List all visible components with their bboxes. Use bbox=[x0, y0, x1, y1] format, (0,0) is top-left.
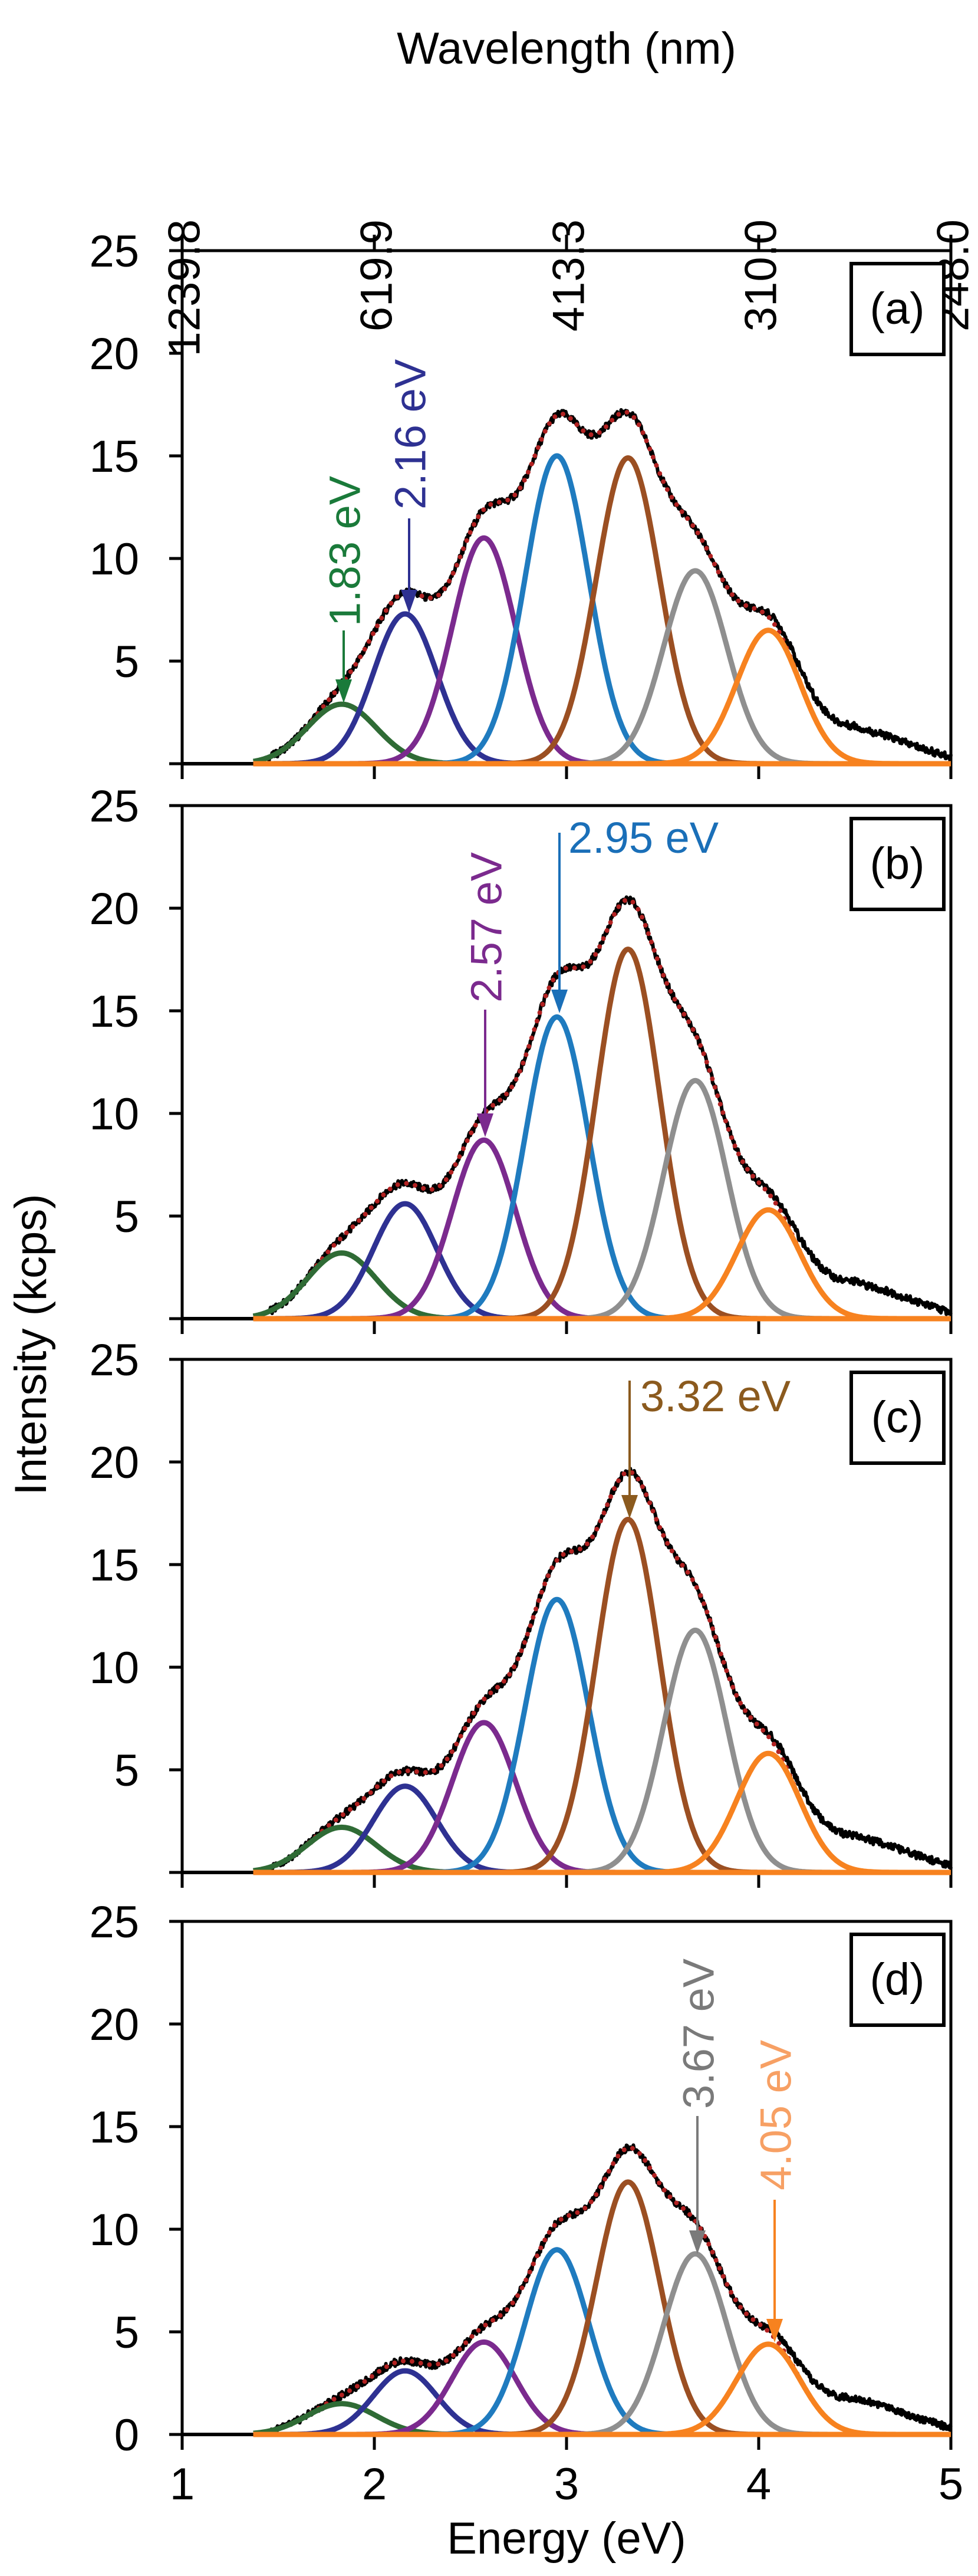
fit-curve bbox=[285, 1469, 823, 1861]
peak-annotation: 3.67 eV bbox=[674, 1958, 723, 2254]
peak-annotation: 1.83 eV bbox=[321, 475, 370, 703]
x-axis-tick-label: 3 bbox=[554, 2459, 579, 2509]
y-axis-tick-label: 0 bbox=[114, 2410, 139, 2460]
y-axis-tick-label: 25 bbox=[89, 226, 139, 277]
y-axis-tick-label: 5 bbox=[114, 1746, 139, 1796]
top-axis-title: Wavelength (nm) bbox=[397, 24, 736, 74]
panel-label: (d) bbox=[870, 1954, 925, 2005]
peak-annotation: 2.95 eV bbox=[551, 813, 719, 1013]
x-axis-title: Energy (eV) bbox=[447, 2513, 686, 2564]
panel-a: 5 10 15 20 25 (a) bbox=[89, 226, 953, 779]
arrow-head-icon bbox=[551, 990, 568, 1013]
plot-frame bbox=[180, 804, 953, 1320]
panel-b: 5 10 15 20 25 (b) bbox=[89, 781, 953, 1334]
y-axis-tick-label: 5 bbox=[114, 1192, 139, 1242]
y-axis-tick-label: 10 bbox=[89, 534, 139, 584]
x-axis-tick-label: 2 bbox=[362, 2459, 387, 2509]
y-axis-tick-label: 5 bbox=[114, 2308, 139, 2358]
arrow-head-icon bbox=[401, 590, 417, 613]
arrow-head-icon bbox=[689, 2230, 706, 2254]
peak-label: 2.16 eV bbox=[386, 359, 435, 510]
x-axis-tick-label: 4 bbox=[746, 2459, 771, 2509]
component-peak-2.16 bbox=[251, 2368, 953, 2437]
y-axis-tick-label: 20 bbox=[89, 884, 139, 934]
x-axis-tick-label: 1 bbox=[170, 2459, 195, 2509]
panel-label: (b) bbox=[870, 839, 925, 889]
peak-label: 4.05 eV bbox=[752, 2039, 801, 2190]
component-peak-2.57 bbox=[251, 1137, 953, 1322]
plot-frame bbox=[180, 1920, 953, 2436]
arrow-head-icon bbox=[335, 679, 352, 703]
component-peak-4.05 bbox=[251, 1207, 953, 1322]
y-axis-tick-label: 20 bbox=[89, 2000, 139, 2050]
peak-label: 2.57 eV bbox=[462, 852, 511, 1003]
top-axis-tick-label: 413.3 bbox=[544, 219, 594, 331]
fit-curve bbox=[285, 2145, 823, 2428]
y-axis-tick-label: 10 bbox=[89, 1089, 139, 1139]
y-axis-tick-label: 15 bbox=[89, 1540, 139, 1591]
component-peak-2.16 bbox=[251, 611, 953, 767]
top-axis-tick-label: 619.9 bbox=[352, 219, 402, 331]
y-axis-tick-label: 25 bbox=[89, 1897, 139, 1947]
y-axis-tick-label: 5 bbox=[114, 637, 139, 687]
panel-label-box bbox=[849, 1933, 946, 2027]
panel-label: (c) bbox=[871, 1392, 924, 1443]
peak-annotation: 4.05 eV bbox=[752, 2039, 801, 2342]
arrow-head-icon bbox=[766, 2319, 783, 2342]
y-axis-tick-label: 20 bbox=[89, 329, 139, 379]
panel-d: 0 5 10 15 20 25 1 2 3 4 5 (d) bbox=[89, 1897, 963, 2509]
component-peak-3.32 bbox=[251, 1516, 953, 1875]
y-axis-tick-label: 10 bbox=[89, 1643, 139, 1693]
peak-annotation: 2.16 eV bbox=[386, 359, 435, 613]
peak-label: 2.95 eV bbox=[568, 813, 719, 862]
top-axis-tick-label: 310.0 bbox=[736, 219, 786, 331]
y-axis-tick-label: 25 bbox=[89, 781, 139, 832]
y-axis-tick-label: 15 bbox=[89, 987, 139, 1037]
panel-label-box bbox=[849, 1371, 946, 1465]
y-axis-tick-label: 25 bbox=[89, 1335, 139, 1385]
fit-curve bbox=[285, 897, 823, 1302]
arrow-head-icon bbox=[477, 1113, 493, 1137]
y-axis-tick-label: 15 bbox=[89, 432, 139, 482]
panel-label-box bbox=[849, 817, 946, 911]
x-axis-tick-label: 5 bbox=[939, 2459, 963, 2509]
peak-label: 1.83 eV bbox=[321, 475, 370, 626]
peak-annotation: 3.32 eV bbox=[621, 1372, 791, 1519]
peak-label: 3.32 eV bbox=[640, 1372, 791, 1421]
panel-label: (a) bbox=[870, 284, 925, 334]
y-axis-tick-label: 15 bbox=[89, 2102, 139, 2153]
peak-label: 3.67 eV bbox=[674, 1958, 723, 2109]
panel-label-box bbox=[849, 262, 946, 356]
peak-annotation: 2.57 eV bbox=[462, 852, 511, 1137]
y-axis-title: Intensity (kcps) bbox=[6, 1194, 56, 1495]
arrow-head-icon bbox=[621, 1495, 638, 1519]
panel-c: 5 10 15 20 25 (c) bbox=[89, 1335, 953, 1888]
fit-curve bbox=[285, 409, 823, 748]
top-axis-tick-label: 1239.8 bbox=[160, 219, 210, 356]
component-peak-2.57 bbox=[251, 1720, 953, 1875]
y-axis-tick-label: 10 bbox=[89, 2205, 139, 2255]
y-axis-tick-label: 20 bbox=[89, 1438, 139, 1488]
